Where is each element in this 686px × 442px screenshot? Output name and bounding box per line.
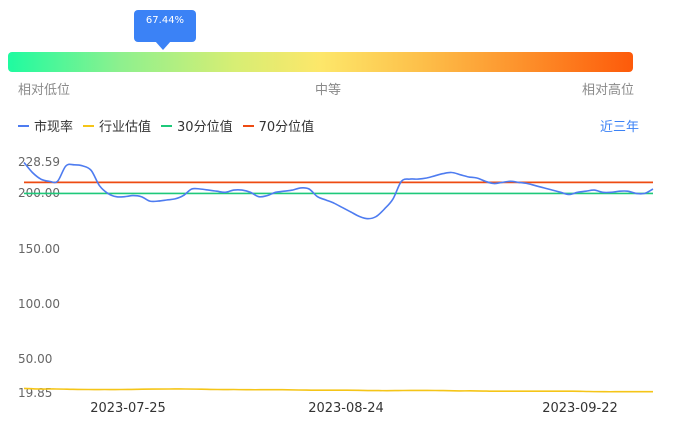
legend-item-p70[interactable]: 70分位值 [242, 116, 315, 135]
legend-swatch-orange-icon [242, 124, 254, 127]
chart-legend: 市现率 行业估值 30分位值 70分位值 [18, 116, 324, 135]
percentile-tooltip: 67.44% [134, 10, 196, 42]
x-tick-label: 2023-08-24 [308, 401, 384, 416]
valuation-line-chart: 228.59200.00150.00100.0050.0019.852023-0… [18, 155, 654, 416]
range-selector-3y[interactable]: 近三年 [600, 120, 640, 135]
legend-swatch-green-icon [161, 124, 173, 127]
legend-label: 行业估值 [99, 120, 152, 135]
scale-label-low: 相对低位 [18, 83, 71, 98]
series-line [23, 387, 653, 393]
x-tick-label: 2023-07-25 [90, 401, 166, 416]
legend-label: 70分位值 [258, 120, 315, 135]
legend-label: 市现率 [34, 120, 74, 135]
y-tick-label: 150.00 [18, 242, 60, 256]
legend-item-industry[interactable]: 行业估值 [83, 116, 151, 135]
tooltip-pointer-icon [155, 41, 171, 50]
legend-label: 30分位值 [177, 120, 233, 135]
legend-swatch-blue-icon [18, 124, 29, 127]
y-tick-label: 50.00 [18, 352, 52, 366]
percentile-value: 67.44% [145, 15, 185, 26]
scale-label-high: 相对高位 [582, 83, 635, 98]
scale-label-mid: 中等 [315, 83, 342, 98]
x-tick-label: 2023-09-22 [542, 401, 618, 416]
legend-item-p30[interactable]: 30分位值 [161, 116, 233, 135]
series-line [23, 161, 654, 220]
legend-swatch-yellow-icon [83, 124, 95, 127]
legend-item-pcf[interactable]: 市现率 [18, 116, 73, 135]
valuation-gradient-bar [8, 52, 633, 72]
y-tick-label: 228.59 [18, 155, 60, 169]
y-tick-label: 100.00 [18, 297, 60, 311]
